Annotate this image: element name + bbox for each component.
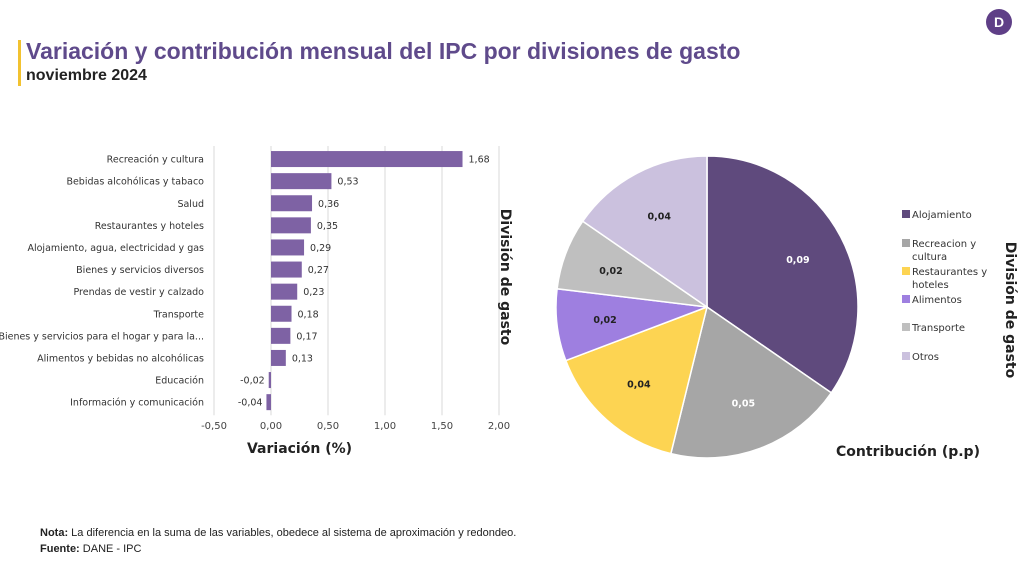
legend-label: hoteles [912, 280, 949, 291]
x-tick-label: 2,00 [488, 421, 510, 432]
note-text: La diferencia en la suma de las variable… [68, 527, 517, 539]
category-label: Bebidas alcohólicas y tabaco [66, 177, 204, 188]
bar [271, 173, 332, 190]
category-label: Recreación y cultura [107, 155, 204, 166]
category-label: Información y comunicación [70, 398, 204, 409]
bar [271, 195, 313, 212]
bar [271, 327, 291, 344]
pie-slice [564, 305, 709, 455]
category-label: Educación [155, 376, 204, 387]
x-tick-label: -0,50 [201, 421, 227, 432]
category-label: Alimentos y bebidas no alcohólicas [37, 353, 204, 364]
legend-label: cultura [912, 252, 947, 263]
logo-letter: D [993, 14, 1005, 30]
legend-swatch [902, 267, 910, 275]
x-tick-label: 1,50 [431, 421, 453, 432]
legend-label: Otros [912, 352, 939, 363]
page-subtitle: noviembre 2024 [26, 67, 147, 84]
pie-title: Contribución (p.p) [836, 444, 980, 460]
bar [268, 372, 271, 389]
x-axis-title: Variación (%) [247, 441, 352, 457]
data-label: 0,53 [337, 177, 358, 188]
bar [271, 239, 305, 256]
slice-value-label: 0,02 [593, 315, 616, 326]
legend-label: Alojamiento [912, 210, 972, 221]
x-tick-label: 1,00 [374, 421, 396, 432]
data-label: 0,36 [318, 199, 339, 210]
bar [271, 283, 298, 300]
pie-slice [669, 305, 833, 459]
legend-swatch [902, 295, 910, 303]
category-label: Bienes y servicios diversos [76, 265, 204, 276]
x-tick-label: 0,50 [317, 421, 339, 432]
legend-swatch [902, 352, 910, 360]
title-accent-bar [18, 40, 21, 86]
data-label: 0,17 [296, 331, 317, 342]
footnote: Nota: La diferencia en la suma de las va… [40, 527, 516, 539]
category-label: Prendas de vestir y calzado [73, 287, 204, 298]
slice-value-label: 0,05 [732, 399, 755, 410]
legend-label: Alimentos [912, 295, 962, 306]
bar-chart: -0,50 0,00 0,50 1,00 1,50 2,00 Recreación y cu… [0, 146, 513, 457]
bar [271, 151, 463, 168]
slice-value-label: 0,09 [786, 255, 809, 266]
source-text: DANE - IPC [79, 543, 142, 555]
legend-swatch [902, 239, 910, 247]
data-label: 0,35 [317, 221, 338, 232]
data-label: 0,23 [303, 287, 324, 298]
bar [266, 394, 271, 411]
bar [271, 217, 311, 234]
legend-swatch [902, 323, 910, 331]
category-label: Salud [177, 199, 204, 210]
y-axis-title: División de gasto [497, 209, 513, 346]
pie-side-title: División de gasto [1002, 242, 1018, 379]
page-title: Variación y contribución mensual del IPC… [26, 38, 741, 64]
x-tick-label: 0,00 [260, 421, 282, 432]
data-label: 0,18 [298, 309, 319, 320]
brand-logo-icon: D [986, 9, 1012, 35]
slice-value-label: 0,04 [648, 212, 672, 223]
slice-value-label: 0,04 [627, 379, 651, 390]
pie-slice [581, 155, 708, 309]
data-label: 0,13 [292, 353, 313, 364]
source-label: Fuente: [40, 543, 80, 555]
legend-label: Restaurantes y [912, 267, 987, 278]
note-label: Nota: [40, 527, 69, 539]
slice-value-label: 0,02 [599, 266, 622, 277]
category-label: Transporte [153, 309, 205, 320]
bar [271, 349, 286, 366]
bar [271, 261, 302, 278]
data-label: 0,29 [310, 243, 331, 254]
legend-label: Recreacion y [912, 239, 976, 250]
category-label: Restaurantes y hoteles [95, 221, 204, 232]
category-label: Bienes y servicios para el hogar y para … [0, 331, 204, 342]
pie-chart: 0,09 0,05 0,04 0,02 0,02 0,04 Alojamiento Recre… [555, 155, 1018, 460]
category-label: Alojamiento, agua, electricidad y gas [27, 243, 204, 254]
legend-swatch [902, 210, 910, 218]
data-label: -0,04 [238, 398, 263, 409]
data-label: 1,68 [469, 155, 490, 166]
source-note: Fuente: DANE - IPC [40, 543, 141, 555]
legend-label: Transporte [911, 323, 965, 334]
data-label: 0,27 [308, 265, 329, 276]
data-label: -0,02 [240, 376, 265, 387]
pie-slice [706, 155, 859, 394]
bar [271, 305, 292, 322]
